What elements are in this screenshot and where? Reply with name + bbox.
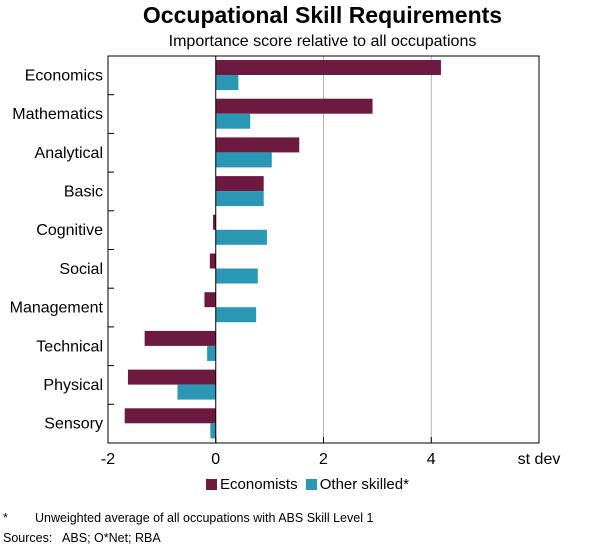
bar-other-skilled-basic — [215, 191, 264, 207]
legend-item-other-skilled: Other skilled* — [305, 476, 409, 493]
bar-other-skilled-sensory — [210, 423, 216, 439]
category-label-basic: Basic — [64, 183, 103, 200]
bar-economists-basic — [215, 176, 264, 192]
category-label-technical: Technical — [36, 338, 103, 355]
bar-economists-cognitive — [213, 214, 216, 230]
legend-label-economists: Economists — [220, 476, 298, 493]
bar-other-skilled-social — [215, 268, 258, 284]
x-tick-label: 2 — [319, 451, 328, 468]
x-tick-label: -2 — [101, 451, 115, 468]
bar-economists-analytical — [215, 137, 300, 153]
x-tick-label: 4 — [427, 451, 436, 468]
category-label-mathematics: Mathematics — [12, 106, 103, 123]
chart-title: Occupational Skill Requirements — [142, 2, 503, 28]
category-label-social: Social — [59, 261, 103, 278]
footnote-text: Unweighted average of all occupations wi… — [35, 511, 374, 525]
legend-item-economists: Economists — [206, 476, 298, 493]
footnote-mark: * — [3, 511, 8, 525]
x-tick-label: 0 — [211, 451, 220, 468]
bar-economists-economics — [215, 60, 441, 75]
bar-other-skilled-technical — [207, 345, 216, 361]
legend-swatch-other-skilled — [305, 479, 317, 490]
bar-other-skilled-mathematics — [215, 113, 251, 129]
footnote: * Unweighted average of all occupations w… — [3, 511, 373, 525]
bar-other-skilled-physical — [177, 384, 216, 400]
category-label-analytical: Analytical — [35, 145, 103, 162]
category-label-management: Management — [10, 300, 104, 317]
bar-economists-management — [204, 292, 216, 308]
category-label-physical: Physical — [43, 377, 103, 394]
legend-label-other-skilled: Other skilled* — [319, 476, 409, 493]
bar-other-skilled-analytical — [215, 152, 272, 168]
legend: Economists Other skilled* — [0, 476, 615, 494]
bar-economists-technical — [144, 330, 216, 346]
bar-economists-physical — [127, 369, 216, 385]
bar-chart: Economics Mathematics Analytical Basic Cogni… — [10, 55, 561, 468]
bar-economists-mathematics — [215, 98, 373, 114]
bar-other-skilled-economics — [215, 75, 239, 90]
bar-other-skilled-cognitive — [215, 229, 267, 245]
category-label-economics: Economics — [25, 67, 103, 84]
category-label-sensory: Sensory — [44, 416, 103, 433]
legend-swatch-economists — [206, 479, 218, 490]
x-axis-unit-label: st dev — [518, 451, 561, 468]
bar-other-skilled-management — [215, 307, 257, 323]
bar-economists-social — [209, 253, 216, 269]
bar-economists-sensory — [124, 408, 216, 424]
sources-note: Sources: ABS; O*Net; RBA — [3, 531, 161, 545]
category-label-cognitive: Cognitive — [36, 222, 103, 239]
chart-subtitle: Importance score relative to all occupat… — [168, 33, 477, 50]
